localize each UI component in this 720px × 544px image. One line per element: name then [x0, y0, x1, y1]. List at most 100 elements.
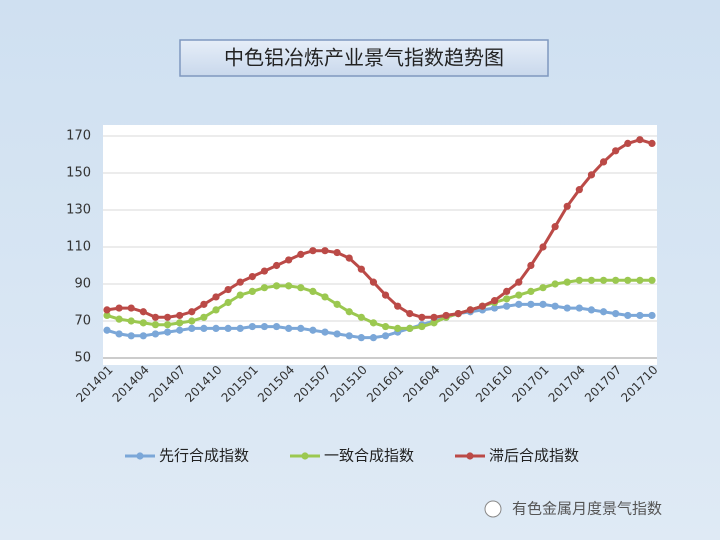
- series-line: [106, 278, 652, 330]
- data-point: [176, 311, 184, 320]
- data-point: [612, 147, 620, 155]
- data-point: [139, 332, 147, 340]
- data-point: [636, 136, 644, 144]
- data-point: [151, 330, 160, 338]
- data-point: [357, 334, 365, 342]
- data-point: [248, 322, 256, 331]
- data-point: [163, 328, 172, 336]
- data-point: [139, 308, 147, 316]
- data-point: [454, 310, 462, 318]
- data-point: [648, 139, 656, 147]
- title-box: [179, 39, 549, 77]
- data-point: [285, 256, 293, 264]
- data-point: [503, 295, 511, 303]
- data-point: [478, 302, 487, 310]
- y-tick-label: 70: [74, 314, 91, 329]
- data-point: [115, 330, 123, 338]
- legend-label: 先行合成指数: [159, 447, 249, 465]
- data-point: [418, 313, 426, 321]
- data-point: [236, 291, 244, 299]
- legend-marker: [136, 452, 144, 460]
- data-point: [115, 315, 123, 323]
- data-point: [188, 308, 196, 316]
- data-point: [369, 319, 378, 327]
- data-point: [127, 317, 135, 325]
- data-point: [575, 304, 583, 312]
- data-point: [260, 322, 269, 331]
- data-point: [587, 276, 596, 284]
- y-tick-label: 130: [66, 203, 91, 218]
- data-point: [503, 302, 511, 310]
- data-point: [381, 332, 390, 340]
- data-point: [539, 284, 547, 292]
- data-point: [539, 300, 547, 308]
- data-point: [176, 326, 184, 334]
- data-point: [333, 330, 341, 338]
- data-point: [357, 265, 365, 273]
- data-point: [587, 171, 596, 179]
- data-point: [587, 306, 596, 314]
- data-point: [515, 291, 523, 299]
- data-point: [333, 300, 341, 308]
- data-point: [188, 317, 196, 325]
- data-point: [103, 311, 111, 320]
- data-point: [599, 276, 608, 284]
- data-point: [248, 273, 256, 281]
- data-point: [406, 324, 414, 332]
- data-point: [527, 300, 535, 308]
- data-point: [551, 223, 559, 231]
- data-point: [176, 319, 184, 327]
- data-point: [381, 291, 390, 299]
- data-point: [224, 285, 232, 294]
- data-point: [430, 313, 438, 321]
- y-tick-label: 110: [66, 240, 91, 255]
- data-point: [636, 276, 644, 284]
- data-point: [575, 186, 583, 194]
- data-point: [200, 324, 208, 332]
- data-point: [345, 332, 353, 340]
- legend-label: 滞后合成指数: [489, 447, 579, 465]
- data-point: [248, 287, 256, 295]
- data-point: [333, 248, 341, 257]
- data-point: [539, 243, 547, 251]
- data-point: [272, 261, 281, 270]
- data-point: [648, 311, 656, 320]
- legend-marker: [466, 452, 474, 460]
- data-point: [163, 321, 172, 329]
- data-point: [624, 311, 632, 320]
- data-point: [369, 278, 378, 286]
- series-line: [106, 302, 652, 340]
- data-point: [309, 287, 317, 295]
- data-point: [430, 319, 438, 327]
- data-point: [321, 247, 329, 255]
- data-point: [272, 282, 281, 290]
- data-point: [636, 311, 644, 320]
- data-point: [139, 319, 147, 327]
- data-point: [515, 300, 523, 308]
- data-point: [527, 287, 535, 295]
- data-point: [212, 324, 220, 332]
- y-tick-label: 90: [74, 277, 91, 292]
- data-point: [115, 304, 123, 312]
- data-point: [466, 306, 474, 314]
- data-point: [563, 202, 571, 210]
- data-point: [503, 287, 511, 295]
- data-point: [285, 324, 293, 332]
- data-point: [575, 276, 583, 284]
- data-point: [309, 247, 317, 255]
- series-line: [106, 138, 653, 319]
- data-point: [624, 276, 632, 284]
- data-point: [599, 308, 608, 316]
- data-point: [236, 278, 244, 286]
- data-point: [297, 284, 305, 292]
- data-point: [563, 278, 571, 286]
- data-point: [103, 306, 111, 314]
- data-point: [127, 332, 135, 340]
- data-point: [321, 293, 329, 301]
- data-point: [297, 324, 305, 332]
- data-point: [103, 326, 111, 334]
- legend-label: 一致合成指数: [324, 447, 414, 465]
- data-point: [212, 293, 220, 301]
- data-point: [612, 276, 620, 284]
- data-point: [285, 282, 293, 290]
